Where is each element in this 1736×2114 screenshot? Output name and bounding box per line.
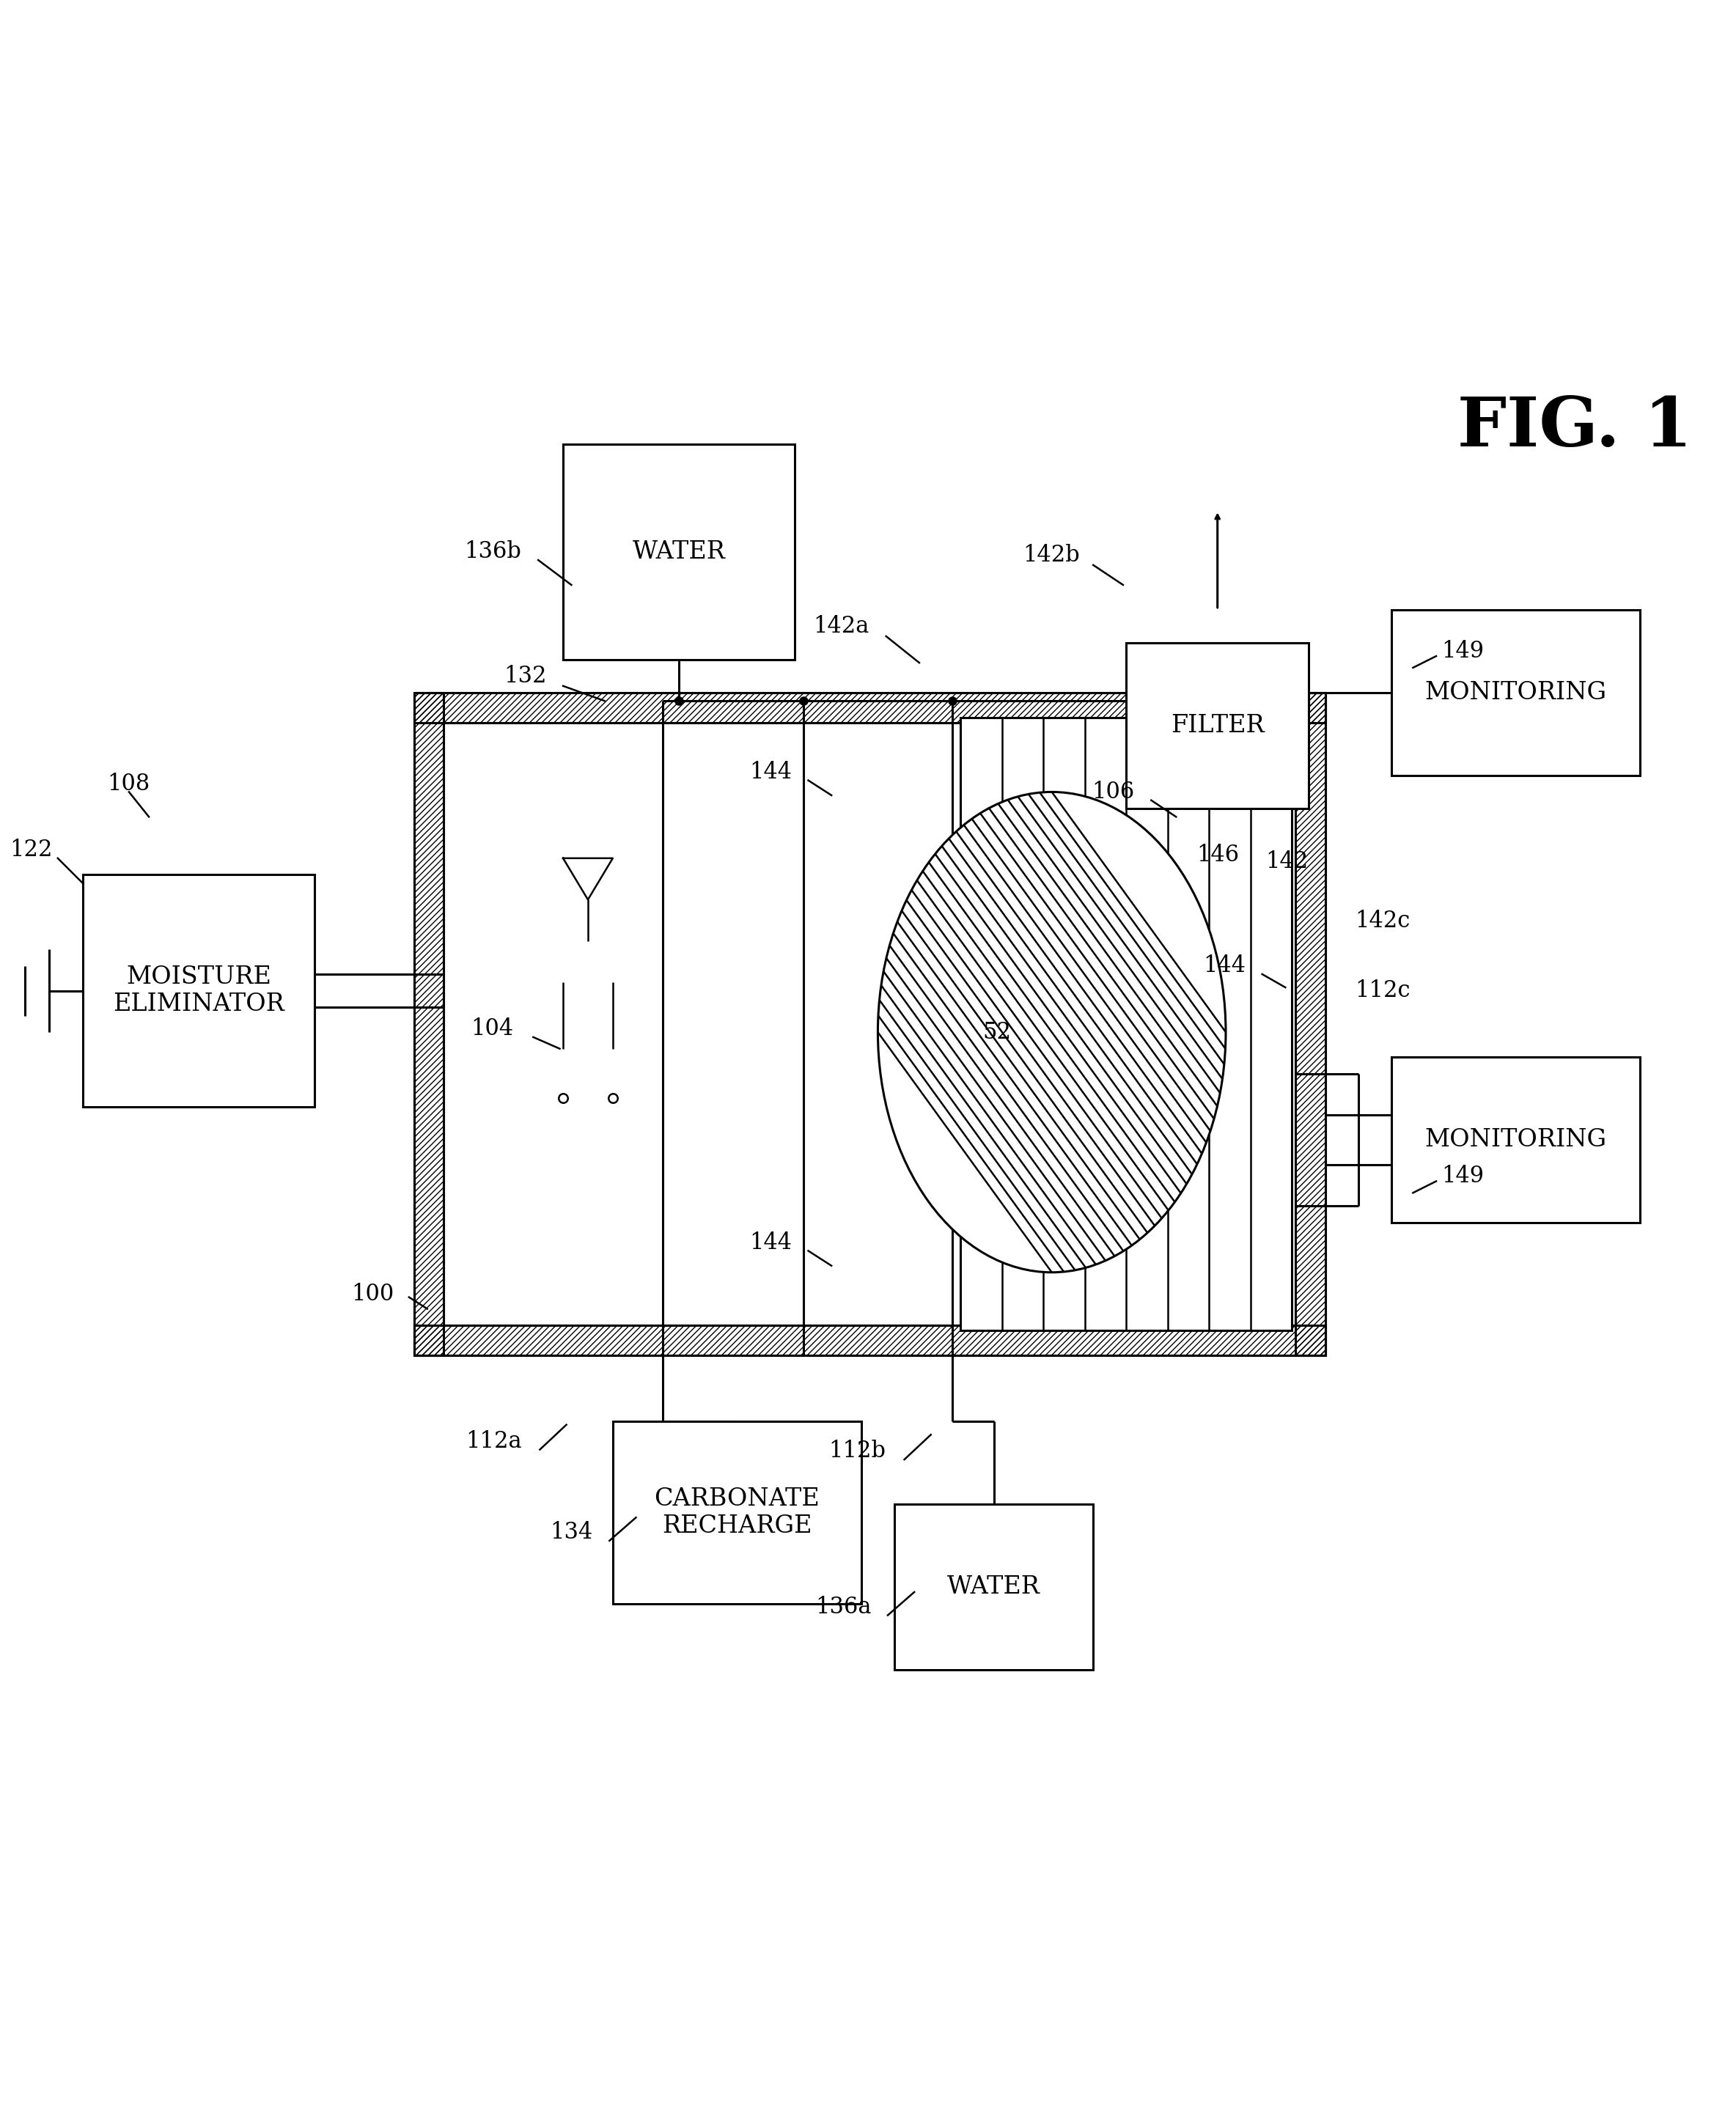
- Bar: [1392, 609, 1641, 776]
- Text: WATER: WATER: [632, 539, 726, 564]
- Bar: [1392, 1057, 1641, 1222]
- Text: 149: 149: [1441, 1165, 1484, 1188]
- Bar: [613, 1421, 861, 1605]
- Text: 142: 142: [1266, 850, 1309, 873]
- Text: 142a: 142a: [814, 615, 870, 638]
- Text: 144: 144: [1203, 956, 1246, 977]
- Text: 112b: 112b: [830, 1440, 885, 1463]
- Text: 104: 104: [470, 1017, 514, 1040]
- Text: 132: 132: [503, 664, 547, 687]
- Text: 136b: 136b: [465, 541, 521, 562]
- Text: MONITORING: MONITORING: [1425, 681, 1606, 704]
- Bar: [562, 444, 795, 660]
- Text: 146: 146: [1196, 843, 1240, 867]
- Text: 112c: 112c: [1356, 979, 1410, 1002]
- Text: 134: 134: [550, 1522, 594, 1543]
- Bar: [83, 875, 314, 1108]
- Text: 112a: 112a: [465, 1429, 521, 1452]
- Text: 108: 108: [108, 772, 151, 795]
- Bar: [894, 1505, 1094, 1670]
- Text: FIG. 1: FIG. 1: [1458, 395, 1693, 461]
- Text: 144: 144: [750, 761, 792, 784]
- Bar: [1127, 643, 1309, 808]
- Ellipse shape: [878, 793, 1226, 1273]
- Bar: [1295, 693, 1325, 1355]
- Text: FILTER: FILTER: [1170, 715, 1264, 738]
- Text: WATER: WATER: [948, 1575, 1040, 1598]
- Text: 100: 100: [351, 1283, 394, 1304]
- Text: 52: 52: [983, 1021, 1012, 1044]
- Bar: [960, 717, 1292, 1330]
- Bar: [444, 723, 1295, 1325]
- Text: 149: 149: [1441, 641, 1484, 662]
- Text: 136a: 136a: [816, 1596, 871, 1619]
- Text: 142b: 142b: [1023, 543, 1080, 567]
- Bar: [413, 693, 1325, 723]
- Bar: [413, 1325, 1325, 1355]
- Text: MOISTURE
ELIMINATOR: MOISTURE ELIMINATOR: [113, 966, 285, 1017]
- Bar: [413, 693, 444, 1355]
- Text: MONITORING: MONITORING: [1425, 1129, 1606, 1152]
- Text: 106: 106: [1092, 780, 1135, 803]
- Text: CARBONATE
RECHARGE: CARBONATE RECHARGE: [654, 1488, 819, 1537]
- Text: 144: 144: [750, 1230, 792, 1254]
- Text: 142c: 142c: [1356, 909, 1410, 932]
- Text: 122: 122: [10, 839, 52, 860]
